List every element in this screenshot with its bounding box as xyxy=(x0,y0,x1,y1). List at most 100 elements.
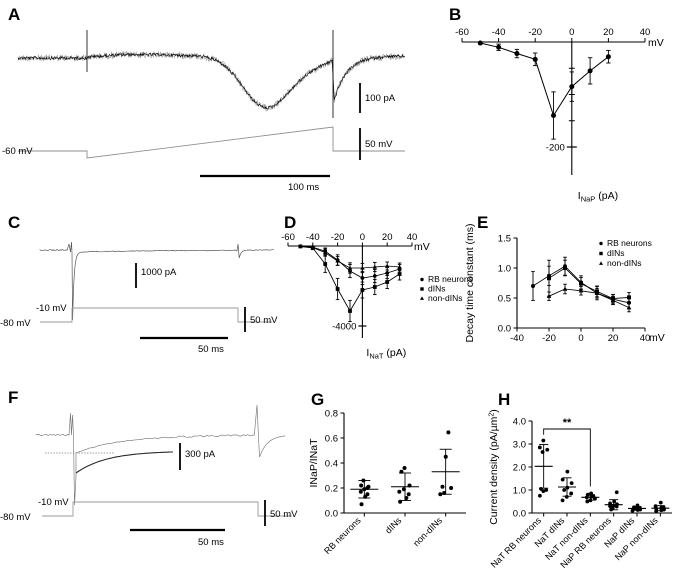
data-point xyxy=(610,298,616,303)
y-axis-label: INaP/INaT xyxy=(308,438,320,488)
scatter-point xyxy=(564,495,569,499)
data-point xyxy=(551,113,556,118)
data-point xyxy=(323,262,328,266)
y-tick-label: 0.6 xyxy=(325,434,338,445)
voltage-scale-label: 50 mV xyxy=(365,139,393,150)
panel-c-letter: C xyxy=(8,213,21,232)
y-axis-label: INaT (pA) xyxy=(366,347,406,361)
scatter-point xyxy=(443,454,448,459)
data-point xyxy=(587,68,593,74)
data-point xyxy=(594,290,600,295)
scatter-point xyxy=(401,487,406,492)
y-tick-label: 0.4 xyxy=(325,459,338,470)
x-tick-label: 0 xyxy=(569,27,574,38)
x-tick-label: 20 xyxy=(603,27,614,38)
x-axis-label: mV xyxy=(648,37,664,49)
panel-h-letter: H xyxy=(498,390,511,409)
panel-f-letter: F xyxy=(8,388,19,407)
data-point xyxy=(298,244,303,248)
legend-marker xyxy=(599,261,603,265)
scatter-point xyxy=(398,499,403,504)
data-point xyxy=(372,274,377,278)
scatter-point xyxy=(565,485,570,490)
legend-label: dINs xyxy=(607,248,624,258)
scatter-point xyxy=(538,493,542,498)
data-line xyxy=(548,288,630,308)
y-tick-label: 1.0 xyxy=(513,486,526,497)
y-tick-label: 0.5 xyxy=(498,294,511,305)
scatter-point xyxy=(637,506,642,510)
y-tick-label: 0.0 xyxy=(325,509,338,520)
panel-h: H 0.0 1.0 2.0 3.0 4.0 Current density (pA/µm2… xyxy=(480,385,681,586)
scatter-point xyxy=(446,430,451,435)
panel-a-traces: -60 mV 100 pA 50 mV 100 ms xyxy=(2,30,405,193)
voltage-scale-label: 50 mV xyxy=(270,509,298,520)
legend-label: RB neurons xyxy=(607,238,652,248)
legend-label: non-dINs xyxy=(607,258,642,268)
raw-current-trace xyxy=(17,50,405,112)
voltage-command-trace xyxy=(40,307,272,323)
scatter-point xyxy=(362,487,367,492)
scatter-point xyxy=(438,492,443,497)
scatter-point xyxy=(658,500,663,505)
data-point xyxy=(514,51,520,57)
panel-f: F -80 mV -10 mV 300 pA 50 mV 50 ms xyxy=(0,385,300,586)
legend-label: dINs xyxy=(428,284,445,294)
data-point xyxy=(579,281,583,286)
scatter-point xyxy=(404,496,409,500)
legend-marker xyxy=(599,241,603,246)
panel-f-step-label: -10 mV xyxy=(38,497,69,508)
panel-a-letter: A xyxy=(8,5,21,24)
panel-f-traces: -80 mV -10 mV 300 pA 50 mV 50 ms xyxy=(0,404,298,548)
data-point xyxy=(532,56,538,62)
data-point xyxy=(563,266,567,270)
data-point xyxy=(531,284,535,288)
panel-c-step-label: -10 mV xyxy=(36,303,67,314)
scatter-point xyxy=(661,505,666,510)
significance-bracket xyxy=(543,428,591,487)
data-point xyxy=(372,264,377,269)
panel-g-letter: G xyxy=(311,390,325,409)
x-tick-label: 20 xyxy=(608,333,619,344)
x-tick-label: -20 xyxy=(331,232,345,243)
legend-marker xyxy=(599,251,603,256)
y-tick-label: 1.0 xyxy=(498,264,511,275)
scatter-point xyxy=(614,490,619,495)
scatter-point xyxy=(397,489,402,494)
scatter-point xyxy=(442,491,447,495)
x-tick-label: 0 xyxy=(360,232,365,243)
scatter-point xyxy=(612,499,617,504)
data-point xyxy=(360,265,365,270)
legend-label: non-dINs xyxy=(428,293,463,303)
data-line xyxy=(548,267,630,300)
time-scale-label: 100 ms xyxy=(288,182,319,193)
category-label: dINs xyxy=(383,515,404,536)
category-label: RB neurons xyxy=(322,515,363,556)
panel-d: D -60 -40 -20 0 20 40 mV -4000 INaT (pA) RB neuro… xyxy=(272,210,473,375)
scatter-point xyxy=(399,469,404,474)
x-tick-label: 20 xyxy=(382,232,393,243)
data-point xyxy=(605,54,611,60)
data-point xyxy=(496,44,502,50)
data-point xyxy=(569,84,575,90)
data-point xyxy=(562,286,568,291)
x-tick-label: -20 xyxy=(528,27,542,38)
voltage-scale-label: 50 mV xyxy=(250,315,278,326)
scatter-point xyxy=(615,502,619,507)
data-point xyxy=(310,245,315,250)
data-point xyxy=(546,293,552,298)
data-point xyxy=(397,272,402,276)
legend-marker xyxy=(420,277,424,282)
scatter-point xyxy=(560,498,565,503)
scatter-point xyxy=(406,492,411,497)
x-tick-label: -40 xyxy=(510,333,524,344)
x-axis-label: mV xyxy=(414,241,430,253)
data-point xyxy=(335,258,340,263)
time-scale-label: 50 ms xyxy=(198,344,224,355)
scatter-point xyxy=(541,438,546,443)
y-tick-label: 2.0 xyxy=(513,463,526,474)
scatter-point xyxy=(565,469,570,474)
